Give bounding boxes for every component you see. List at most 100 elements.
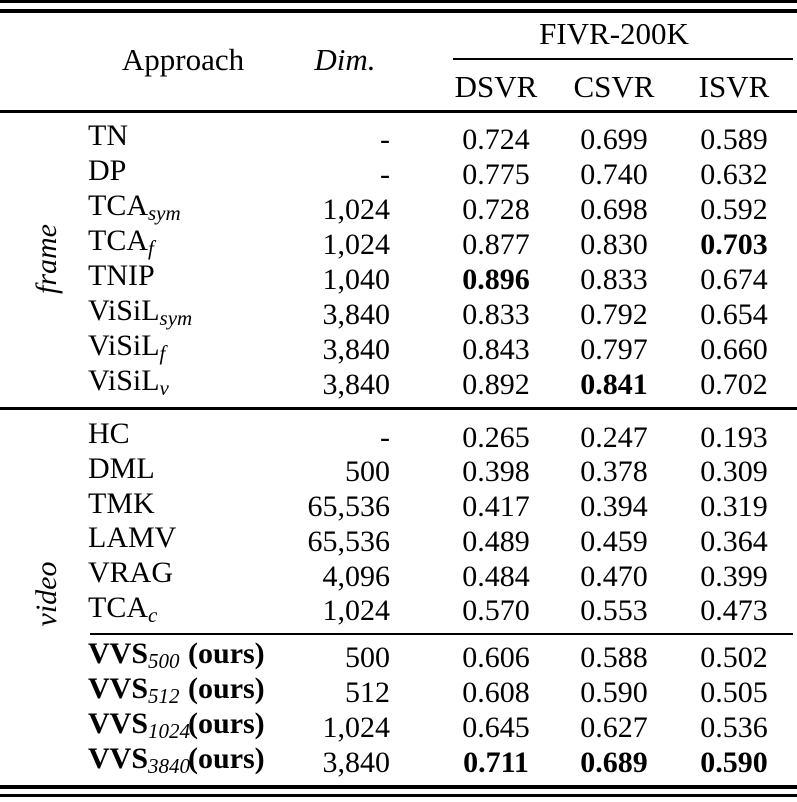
- dim-value: 1,040: [322, 262, 391, 296]
- approach-name: ViSiL: [88, 329, 160, 362]
- table-row: HC - 0.265 0.247 0.193: [0, 418, 797, 454]
- isvr-value: 0.319: [700, 490, 768, 524]
- ours-divider-rule: [90, 633, 793, 635]
- table-row: VVS3840(ours) 3,840 0.711 0.689 0.590: [0, 743, 797, 779]
- table-row: ViSiLf 3,840 0.843 0.797 0.660: [0, 330, 797, 366]
- dsvr-value: 0.417: [462, 490, 530, 524]
- top-rule-inner: [0, 9, 797, 13]
- dim-value: 500: [345, 640, 390, 674]
- ours-tag: (ours): [188, 707, 265, 740]
- dsvr-value: 0.484: [462, 559, 530, 593]
- dim-column-header: Dim.: [314, 42, 376, 77]
- approach-name: VVS: [88, 707, 149, 740]
- csvr-value-best: 0.841: [580, 367, 648, 401]
- isvr-value: 0.589: [700, 122, 768, 156]
- table-row: VVS500 (ours) 500 0.606 0.588 0.502: [0, 637, 797, 674]
- approach-name: TCA: [88, 189, 148, 222]
- dim-value: 1,024: [322, 227, 391, 261]
- approach-cell: TN: [88, 120, 278, 159]
- approach-subscript: v: [159, 376, 169, 400]
- csvr-value: 0.699: [580, 122, 648, 156]
- table-row: ViSiLsym 3,840 0.833 0.792 0.654: [0, 295, 797, 331]
- ours-section: VVS500 (ours) 500 0.606 0.588 0.502 VVS51…: [0, 637, 797, 779]
- csvr-value: 0.698: [580, 192, 648, 226]
- dsvr-value-best: 0.896: [462, 262, 530, 296]
- approach-subscript: c: [148, 602, 158, 627]
- approach-name: TCA: [88, 224, 148, 257]
- approach-name: DML: [88, 451, 155, 485]
- dsvr-value: 0.606: [462, 640, 530, 674]
- isvr-value: 0.502: [700, 640, 768, 674]
- table-row: VVS1024(ours) 1,024 0.645 0.627 0.536: [0, 708, 797, 744]
- approach-name: VVS: [88, 637, 149, 670]
- isvr-value-best: 0.703: [700, 227, 768, 261]
- column-header-isvr: ISVR: [698, 69, 770, 104]
- dsvr-value: 0.724: [462, 122, 530, 156]
- ours-tag: (ours): [188, 672, 265, 705]
- approach-cell: HC: [88, 418, 278, 457]
- csvr-value: 0.553: [580, 594, 648, 628]
- dim-value: 1,024: [322, 192, 391, 226]
- approach-cell: ViSiLv: [88, 365, 278, 404]
- dsvr-value: 0.877: [462, 227, 530, 261]
- header-bottom-rule: [0, 110, 797, 113]
- table-row: TCAf 1,024 0.877 0.830 0.703: [0, 225, 797, 261]
- dsvr-value: 0.489: [462, 524, 530, 558]
- approach-cell: ViSiLsym: [88, 295, 278, 334]
- isvr-value: 0.592: [700, 192, 768, 226]
- dim-value: -: [380, 420, 390, 454]
- csvr-value: 0.797: [580, 332, 648, 366]
- isvr-value: 0.702: [700, 367, 768, 401]
- table-row: TMK 65,536 0.417 0.394 0.319: [0, 487, 797, 524]
- approach-cell: DML: [88, 451, 278, 492]
- frame-video-divider-rule: [0, 407, 797, 410]
- csvr-value: 0.470: [580, 559, 648, 593]
- dim-value: 3,840: [322, 367, 391, 401]
- approach-cell: LAMV: [88, 522, 278, 561]
- dim-value: 3,840: [322, 297, 391, 331]
- approach-name: VRAG: [88, 556, 174, 590]
- approach-cell: VVS1024(ours): [88, 708, 278, 747]
- table-row: LAMV 65,536 0.489 0.459 0.364: [0, 522, 797, 558]
- dim-value: 65,536: [307, 524, 391, 558]
- frame-section: TN - 0.724 0.699 0.589 DP - 0.775 0.740 …: [0, 120, 797, 401]
- csvr-value: 0.627: [580, 710, 648, 744]
- dim-value: 512: [345, 675, 390, 709]
- approach-name: DP: [88, 154, 127, 187]
- dim-value: 3,840: [322, 332, 391, 366]
- dim-value: 65,536: [307, 490, 391, 524]
- approach-cell: VVS3840(ours): [88, 743, 278, 782]
- dim-value: 1,024: [322, 710, 391, 744]
- bottom-rule-inner: [0, 785, 797, 789]
- dim-value: 3,840: [322, 745, 391, 779]
- dsvr-value: 0.398: [462, 455, 530, 489]
- approach-cell: ViSiLf: [88, 330, 278, 369]
- approach-cell: TCAf: [88, 225, 278, 264]
- approach-subscript: 500: [148, 649, 180, 673]
- dsvr-value: 0.645: [462, 710, 530, 744]
- isvr-value: 0.536: [700, 710, 768, 744]
- column-header-dsvr: DSVR: [454, 69, 538, 104]
- csvr-value: 0.740: [580, 157, 648, 191]
- approach-name: ViSiL: [88, 294, 160, 327]
- dim-value: -: [380, 157, 390, 191]
- csvr-value: 0.590: [580, 675, 648, 709]
- approach-subscript: f: [159, 341, 166, 365]
- dim-value: -: [380, 122, 390, 156]
- dsvr-value: 0.608: [462, 675, 530, 709]
- dsvr-value: 0.833: [462, 297, 530, 331]
- approach-cell: DP: [88, 155, 278, 194]
- column-header-csvr: CSVR: [573, 69, 655, 104]
- ours-tag: (ours): [188, 637, 265, 670]
- approach-name: HC: [88, 417, 130, 450]
- dim-value: 4,096: [322, 559, 391, 593]
- isvr-value: 0.654: [700, 297, 768, 331]
- approach-cell: TCAc: [88, 591, 278, 631]
- dsvr-value: 0.728: [462, 192, 530, 226]
- csvr-value: 0.378: [580, 455, 648, 489]
- approach-subscript: sym: [159, 306, 193, 330]
- table-row: ViSiLv 3,840 0.892 0.841 0.702: [0, 365, 797, 401]
- table-row: VRAG 4,096 0.484 0.470 0.399: [0, 556, 797, 593]
- table-row: TCAc 1,024 0.570 0.553 0.473: [0, 591, 797, 628]
